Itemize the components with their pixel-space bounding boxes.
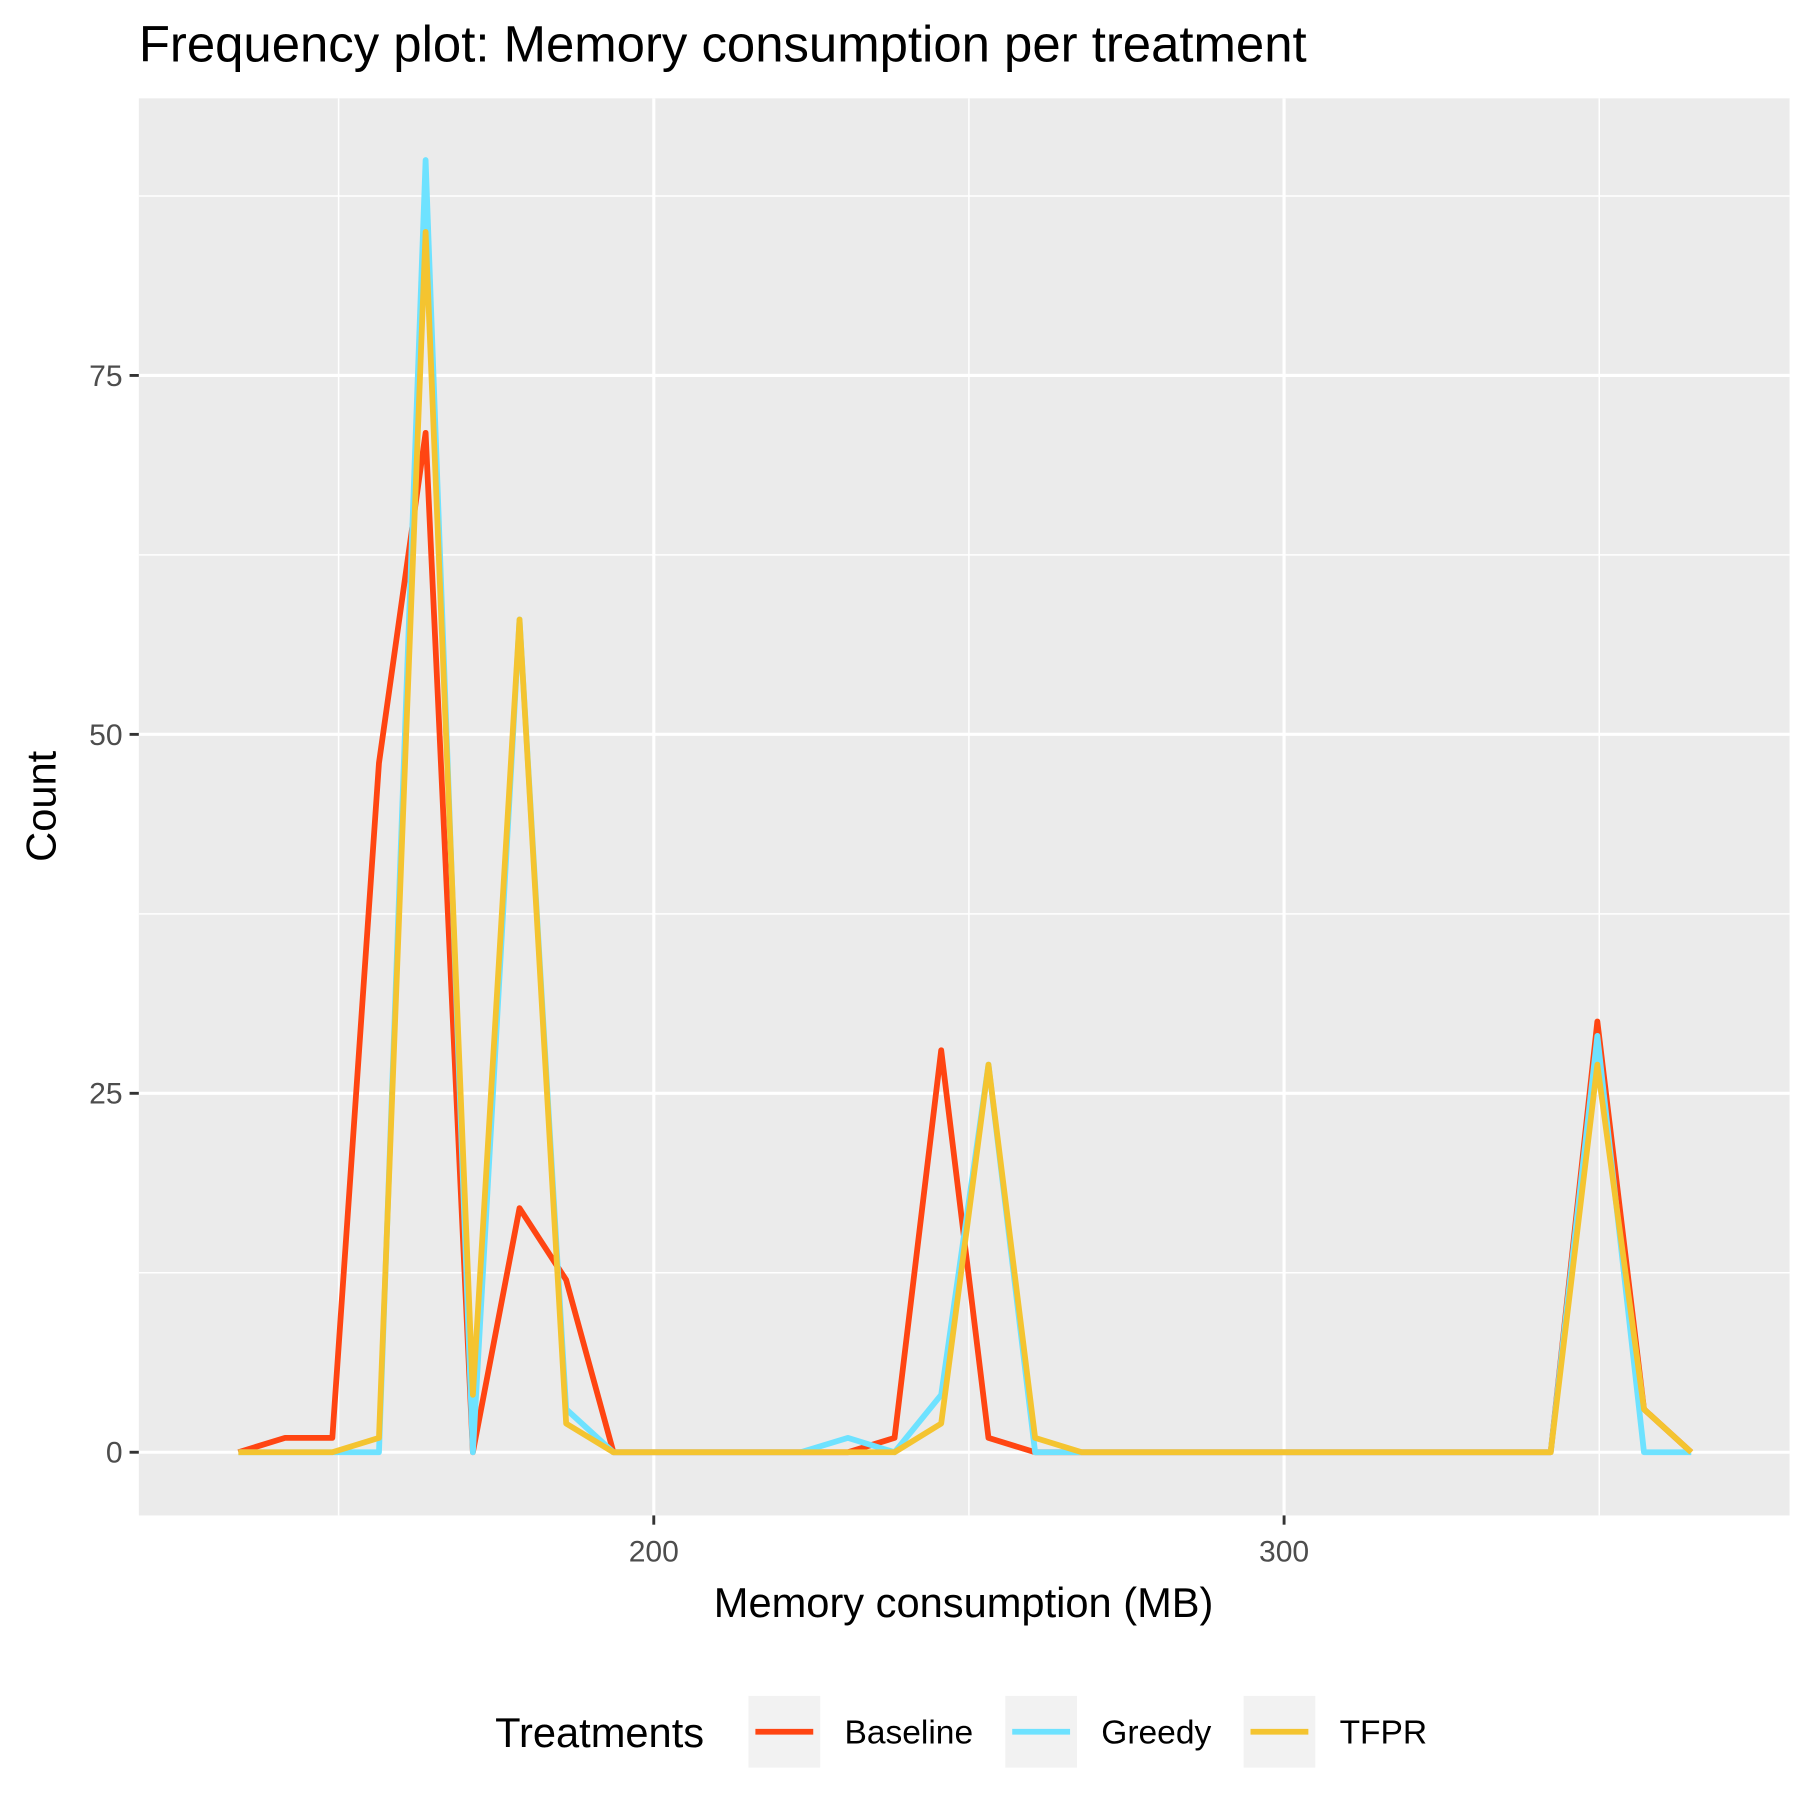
y-tick-label: 0 [106, 1437, 123, 1470]
y-tick-label: 25 [89, 1078, 122, 1111]
legend-label: Greedy [1101, 1714, 1211, 1751]
x-tick-label: 200 [629, 1536, 679, 1569]
y-axis-label: Count [18, 750, 65, 862]
series-line [238, 228, 1694, 1456]
y-tick-label: 75 [89, 360, 122, 393]
chart-title: Frequency plot: Memory consumption per t… [139, 15, 1307, 72]
x-tick-label: 300 [1259, 1536, 1309, 1569]
x-axis-label: Memory consumption (MB) [714, 1579, 1214, 1626]
y-tick-label: 50 [89, 719, 122, 752]
legend-label: TFPR [1340, 1714, 1428, 1751]
legend-label: Baseline [844, 1714, 973, 1751]
legend-title: Treatments [495, 1709, 704, 1756]
plot-panel [138, 98, 1790, 1516]
